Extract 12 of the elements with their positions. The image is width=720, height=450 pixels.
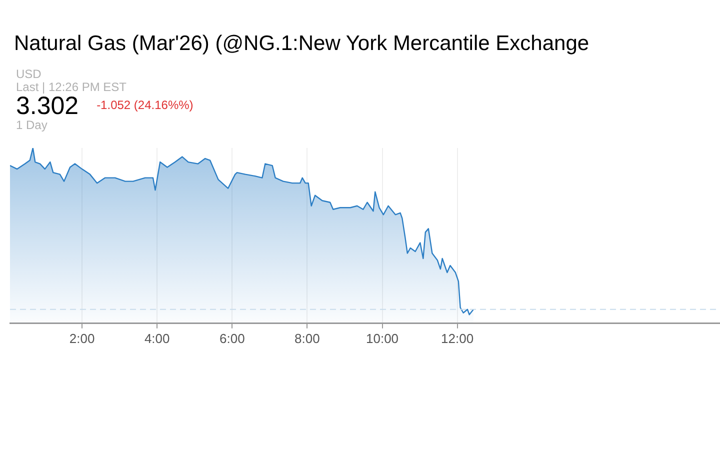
text: USD	[16, 67, 42, 81]
text: 3.302	[16, 92, 79, 120]
chart-title: Natural Gas (Mar'26) (@NG.1:New York Mercantile Exchange	[14, 32, 590, 56]
x-tick-label: 4:00	[144, 330, 170, 346]
text: Last | 12:26 PM EST	[16, 80, 128, 94]
text: -1.052 (24.16%%)	[96, 98, 194, 112]
x-tick-label: 2:00	[69, 330, 95, 346]
x-tick-label: 12:00	[441, 330, 474, 346]
x-tick-label: 8:00	[294, 330, 320, 346]
text: 1 Day	[16, 118, 48, 132]
x-tick-label: 6:00	[220, 330, 245, 346]
x-tick-label: 10:00	[366, 330, 399, 346]
